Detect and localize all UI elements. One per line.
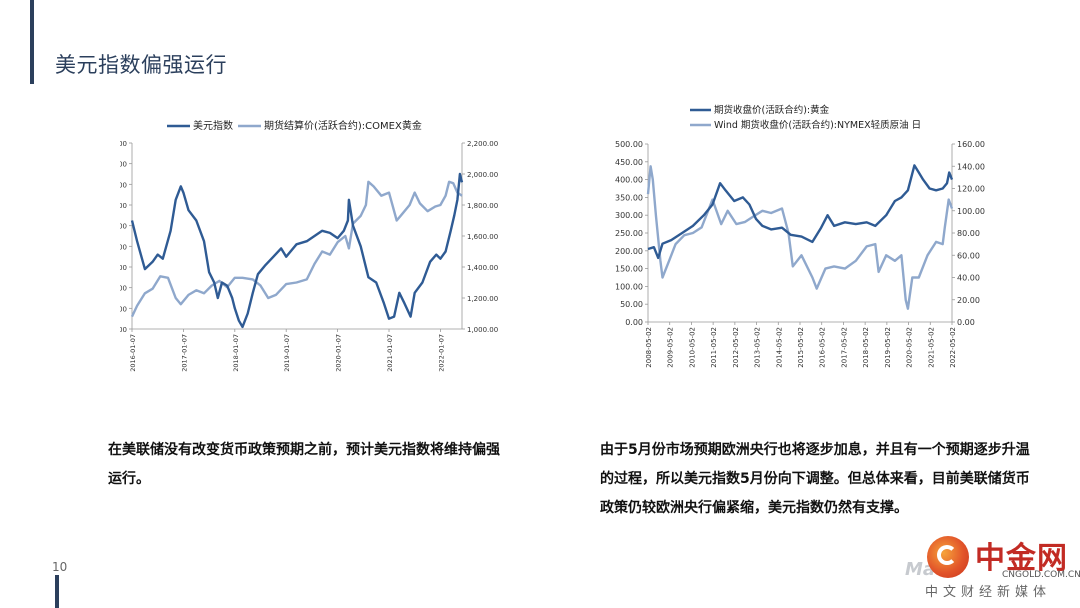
right-tick-label: 1,800.00 [467,202,498,210]
series-line-secondary [646,165,954,310]
right-tick-label: 1,200.00 [467,295,498,303]
x-tick-label: 2020-01-07 [335,334,343,372]
top-accent-bar [30,0,34,84]
right-tick-label: 160.00 [957,140,985,149]
x-tick-label: 2013-05-02 [754,327,762,368]
left-commentary: 在美联储没有改变货币政策预期之前，预计美元指数将维持偏强运行。 [108,442,500,487]
x-tick-label: 2022-05-02 [949,327,957,368]
x-tick-label: 2010-05-02 [688,327,696,368]
x-tick-label: 2014-05-02 [775,327,783,368]
left-tick-label: 400.00 [615,176,643,185]
gold-oil-chart: 期货收盘价(活跃合约):黄金 Wind 期货收盘价(活跃合约):NYMEX轻质原… [615,104,985,368]
logo-name: 中金网 [975,541,1068,576]
x-tick-label: 2017-01-07 [180,334,188,372]
x-tick-label: 2011-05-02 [710,327,718,368]
right-tick-label: 2,000.00 [467,171,498,179]
left-tick-label: 150.00 [615,265,643,274]
right-tick-label: 1,400.00 [467,264,498,272]
left-tick-label: 50.00 [620,300,643,309]
x-tick-label: 2009-05-02 [667,327,675,368]
x-tick-label: 2018-01-07 [232,334,240,372]
x-tick-label: 2015-05-02 [797,327,805,368]
right-tick-label: 60.00 [957,251,980,260]
bottom-accent-bar [55,575,59,608]
right-commentary: 由于5月份市场预期欧洲央行也将逐步加息，并且有一个预期逐步升温的过程，所以美元指… [600,442,1030,516]
x-tick-label: 2016-05-02 [819,327,827,368]
right-tick-label: 100.00 [957,207,985,216]
x-tick-label: 2020-05-02 [906,327,914,368]
logo-domain: CNGOLD.COM.CN [1002,570,1080,580]
x-tick-label: 2019-05-02 [884,327,892,368]
left-tick-label: 300.00 [615,211,643,220]
right-tick-label: 1,000.00 [467,326,498,334]
left-tick-label: 100.00 [615,282,643,291]
legend-label-oil: Wind 期货收盘价(活跃合约):NYMEX轻质原油 日 [714,119,921,131]
right-tick-label: 1,600.00 [467,233,498,241]
series-line-secondary [130,180,463,318]
x-tick-label: 2017-05-02 [840,327,848,368]
page-number: 10 [52,560,68,574]
right-tick-label: 20.00 [957,296,980,305]
right-tick-label: 140.00 [957,162,985,171]
x-tick-label: 2018-05-02 [862,327,870,368]
right-tick-label: 120.00 [957,185,985,194]
left-tick-label: 0.00 [625,318,643,327]
right-tick-label: 80.00 [957,229,980,238]
x-tick-label: 2008-05-02 [645,327,653,368]
left-tick-label: 450.00 [615,158,643,167]
x-tick-label: 2016-01-07 [129,334,137,372]
logo-mark-icon [927,536,969,578]
x-tick-label: 2021-01-07 [386,334,394,372]
series-line-primary [130,172,464,329]
left-tick-label: 350.00 [615,193,643,202]
x-tick-label: 2021-05-02 [927,327,935,368]
x-tick-label: 2022-01-07 [437,334,445,372]
right-tick-label: 2,200.00 [467,140,498,148]
slide-title: 美元指数偏强运行 [55,53,227,77]
x-tick-label: 2019-01-07 [283,334,291,372]
right-tick-label: 0.00 [957,318,975,327]
legend-label-gold-futures: 期货收盘价(活跃合约):黄金 [714,104,830,116]
cngold-logo: MaVe 中金网 CNGOLD.COM.CN 中文财经新媒体 [905,533,1080,603]
legend-label-gold: 期货结算价(活跃合约):COMEX黄金 [264,119,422,132]
legend-label-dxy: 美元指数 [193,119,233,132]
left-tick-label: 250.00 [615,229,643,238]
x-tick-label: 2012-05-02 [732,327,740,368]
left-tick-label: 200.00 [615,247,643,256]
left-tick-label: 500.00 [615,140,643,149]
logo-tagline: 中文财经新媒体 [925,585,1052,600]
series-line-primary [647,164,954,260]
right-tick-label: 40.00 [957,274,980,283]
